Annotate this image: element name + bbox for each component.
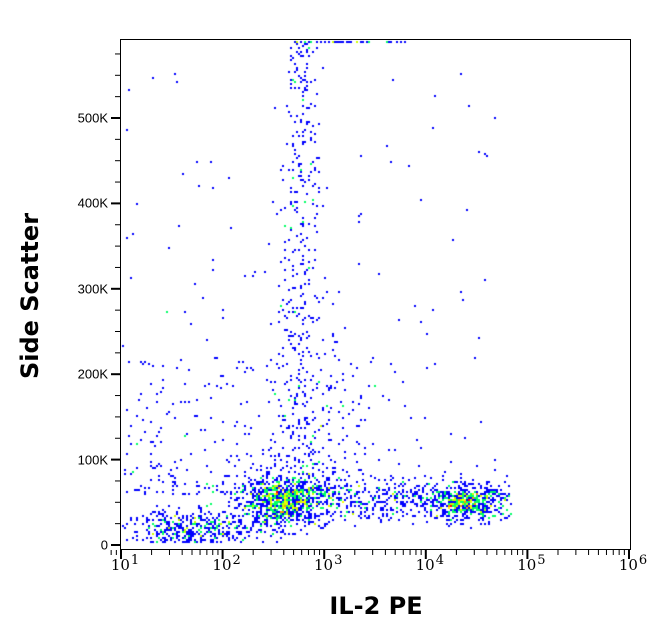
- x-tick-label: 104: [415, 553, 444, 574]
- x-tick-label: 103: [314, 553, 343, 574]
- y-tick-label: 300K: [77, 281, 108, 297]
- x-tick-label: 105: [517, 553, 546, 574]
- x-tick-label: 106: [618, 553, 648, 574]
- x-tick-label: 102: [212, 553, 241, 574]
- y-tick-label: 100K: [77, 452, 108, 468]
- x-axis-title: IL-2 PE: [329, 592, 423, 620]
- y-axis-title: Side Scatter: [16, 212, 44, 380]
- x-tick-label: 101: [110, 553, 140, 574]
- y-tick-label: 200K: [77, 366, 108, 382]
- y-tick-label: 0: [100, 537, 108, 553]
- y-tick-label: 400K: [77, 195, 108, 211]
- y-tick-label: 500K: [77, 110, 108, 126]
- scatter-density-plot: [120, 39, 631, 550]
